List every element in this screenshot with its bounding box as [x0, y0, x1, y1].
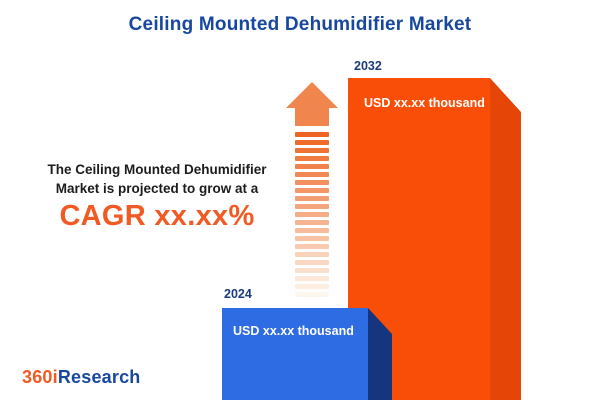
description-line-1: The Ceiling Mounted Dehumidifier	[47, 162, 267, 177]
description-line-2: Market is projected to grow at a	[55, 181, 259, 196]
arrow-stripe	[295, 292, 329, 297]
cagr-value: CAGR xx.xx%	[59, 200, 255, 232]
market-description: The Ceiling Mounted Dehumidifier Market …	[14, 160, 300, 232]
arrow-stripe	[295, 132, 329, 137]
bar-2032-side	[490, 78, 521, 400]
arrow-stripe	[295, 180, 329, 185]
bar-label-2024: 2024	[224, 287, 252, 301]
bar-value-2032: USD xx.xx thousand	[364, 96, 485, 110]
arrow-stripe	[295, 188, 329, 193]
arrow-stripe	[295, 276, 329, 281]
arrow-stripe	[295, 148, 329, 153]
arrow-stripe	[295, 236, 329, 241]
arrow-stripe	[295, 172, 329, 177]
arrow-stripe	[295, 284, 329, 289]
growth-arrow-head-icon	[286, 82, 338, 126]
bar-value-2024: USD xx.xx thousand	[233, 324, 354, 338]
arrow-stripe	[295, 212, 329, 217]
arrow-stripe	[295, 156, 329, 161]
arrow-stripe	[295, 228, 329, 233]
arrow-stripe	[295, 220, 329, 225]
growth-arrow-stripes	[295, 132, 329, 300]
arrow-stripe	[295, 196, 329, 201]
arrow-stripe	[295, 252, 329, 257]
brand-logo: 360iResearch	[22, 367, 141, 388]
brand-logo-prefix: 360i	[22, 367, 58, 387]
arrow-stripe	[295, 164, 329, 169]
bar-label-2032: 2032	[354, 59, 382, 73]
bar-2024-side	[368, 308, 392, 400]
page-title: Ceiling Mounted Dehumidifier Market	[128, 14, 472, 35]
brand-logo-suffix: Research	[57, 367, 141, 387]
arrow-stripe	[295, 140, 329, 145]
arrow-stripe	[295, 260, 329, 265]
arrow-stripe	[295, 204, 329, 209]
arrow-stripe	[295, 268, 329, 273]
arrow-stripe	[295, 244, 329, 249]
bar-2024-front	[222, 308, 368, 400]
